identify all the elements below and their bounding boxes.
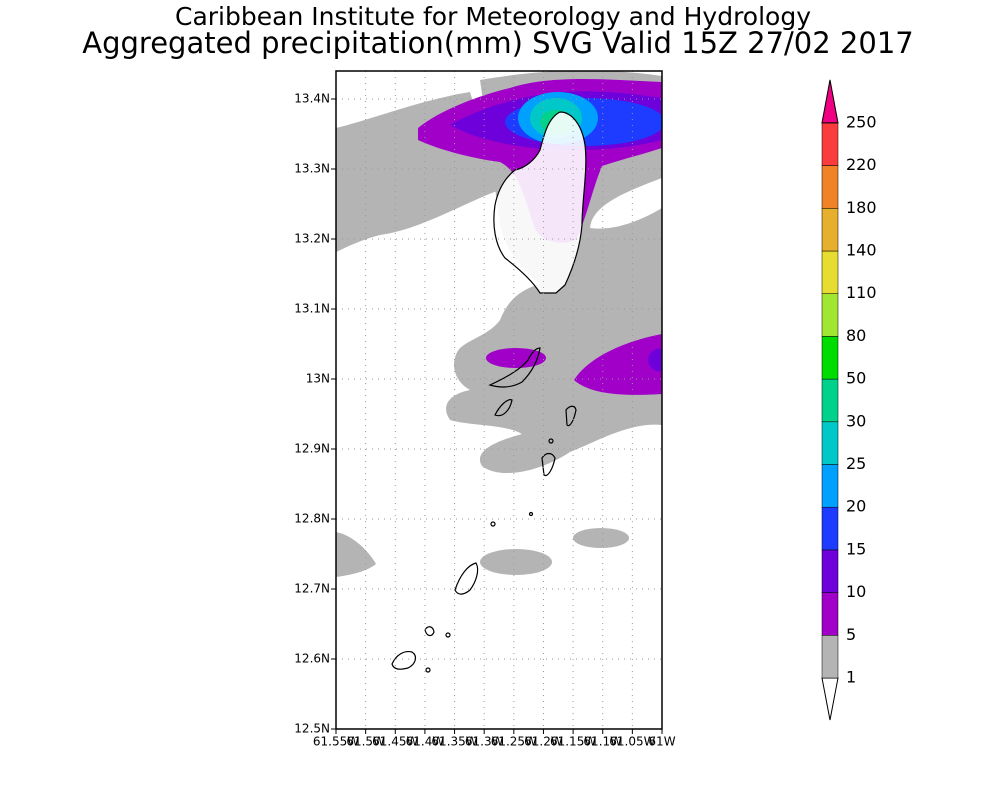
island — [425, 667, 431, 673]
precip-purple — [486, 348, 546, 368]
colorbar-label: 220 — [846, 155, 877, 174]
colorbar-cell — [821, 165, 839, 209]
island-st-vincent — [493, 111, 587, 294]
precip-purple — [574, 334, 662, 395]
colorbar-cell — [821, 122, 839, 166]
colorbar-cell — [821, 79, 839, 124]
precip-gray — [480, 549, 552, 575]
island — [490, 521, 496, 527]
colorbar-label: 30 — [846, 411, 866, 430]
precip-gray — [336, 532, 376, 577]
subtitle: Aggregated precipitation(mm) SVG Valid 1… — [82, 26, 913, 60]
colorbar-label: 10 — [846, 582, 866, 601]
lat-tick-label: 12.6N — [294, 652, 330, 666]
precip-violet — [648, 348, 662, 372]
lat-tick-label: 13.1N — [294, 302, 330, 316]
colorbar-label: 15 — [846, 539, 866, 558]
colorbar-label: 110 — [846, 283, 877, 302]
colorbar-cell — [821, 208, 839, 252]
colorbar-label: 80 — [846, 326, 866, 345]
lon-tick-label: 61.25W — [491, 735, 537, 749]
lon-tick-label: 61.45W — [372, 735, 418, 749]
lon-tick-label: 61.55W — [313, 735, 359, 749]
lat-tick-label: 13.3N — [294, 162, 330, 176]
colorbar-label: 5 — [846, 625, 856, 644]
island — [565, 405, 577, 427]
colorbar-cell — [821, 293, 839, 337]
lat-tick-label: 13.4N — [294, 92, 330, 106]
lon-tick-label: 61.35W — [431, 735, 477, 749]
lon-tick-label: 61.4W — [406, 735, 445, 749]
coastline — [391, 111, 587, 673]
lon-tick-label: 61.05W — [609, 735, 655, 749]
colorbar-label: 50 — [846, 369, 866, 388]
graticule: 12.5N 12.6N 12.7N 12.8N 12.9N 13N 13.1N 13.2N 13… — [294, 71, 676, 749]
colorbar-cell — [821, 336, 839, 380]
colorbar-label: 250 — [846, 112, 877, 131]
lat-tick-label: 13.2N — [294, 232, 330, 246]
colorbar-label: 180 — [846, 198, 877, 217]
colorbar-label: 25 — [846, 454, 866, 473]
island — [528, 511, 534, 517]
colorbar-cell — [821, 378, 839, 423]
island — [445, 632, 451, 638]
island — [541, 452, 556, 477]
lon-tick-label: 61.2W — [524, 735, 563, 749]
lon-tick-label: 61.3W — [465, 735, 504, 749]
lon-tick-label: 61.5W — [346, 735, 385, 749]
lon-tick-label: 61.15W — [550, 735, 596, 749]
lat-tick-label: 13N — [306, 372, 330, 386]
title: Caribbean Institute for Meteorology and … — [175, 2, 811, 31]
island — [454, 562, 479, 595]
island — [424, 626, 435, 637]
colorbar-cell — [821, 592, 839, 636]
precip-field — [336, 71, 662, 577]
island — [548, 438, 554, 444]
colorbar-cell — [821, 421, 839, 465]
colorbar-label: 140 — [846, 241, 877, 260]
lat-tick-label: 12.7N — [294, 582, 330, 596]
colorbar-label: 20 — [846, 497, 866, 516]
lat-tick-label: 12.8N — [294, 512, 330, 526]
colorbar-label: 1 — [846, 668, 856, 687]
colorbar-cell — [821, 464, 839, 508]
colorbar-cell — [821, 635, 839, 679]
island — [488, 347, 541, 388]
precip-gray — [573, 528, 629, 548]
map-frame — [335, 70, 663, 730]
island — [391, 650, 417, 670]
island — [494, 399, 513, 417]
lon-tick-label: 61W — [648, 735, 675, 749]
colorbar-cell — [821, 506, 839, 551]
colorbar-cell — [821, 677, 839, 721]
lat-tick-label: 12.9N — [294, 442, 330, 456]
colorbar-cell — [821, 250, 839, 294]
lat-tick-label: 12.5N — [294, 722, 330, 736]
lon-tick-label: 61.1W — [583, 735, 622, 749]
colorbar-cell — [821, 549, 839, 593]
